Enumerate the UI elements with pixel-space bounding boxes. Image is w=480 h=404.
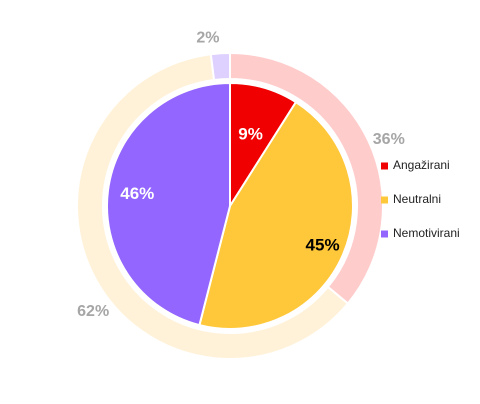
- legend-label-neutralni: Neutralni: [393, 192, 441, 206]
- legend: Angažirani Neutralni Nemotivirani: [381, 158, 460, 240]
- outer-slice-3: [209, 51, 231, 82]
- legend-label-nemotivirani: Nemotivirani: [393, 226, 460, 240]
- inner-slice-nemotivirani: [106, 81, 231, 327]
- inner-label-angazirani: 9%: [238, 125, 263, 144]
- outer-label-3: 2%: [196, 30, 219, 47]
- legend-swatch-angazirani: [381, 162, 388, 170]
- outer-slice-2: [76, 53, 350, 360]
- data-labels: 9% 45% 46% 36% 62% 2%: [77, 30, 405, 321]
- legend-swatch-neutralni: [381, 196, 388, 204]
- legend-swatch-nemotivirani: [381, 230, 388, 238]
- outer-label-2: 62%: [77, 303, 109, 320]
- inner-label-neutralni: 45%: [306, 236, 340, 255]
- outer-ring: [76, 51, 384, 360]
- inner-pie: [106, 81, 354, 330]
- inner-label-nemotivirani: 46%: [120, 184, 154, 203]
- outer-label-1: 36%: [373, 131, 405, 148]
- inner-slice-neutralni: [198, 100, 354, 330]
- legend-label-angazirani: Angažirani: [393, 158, 450, 172]
